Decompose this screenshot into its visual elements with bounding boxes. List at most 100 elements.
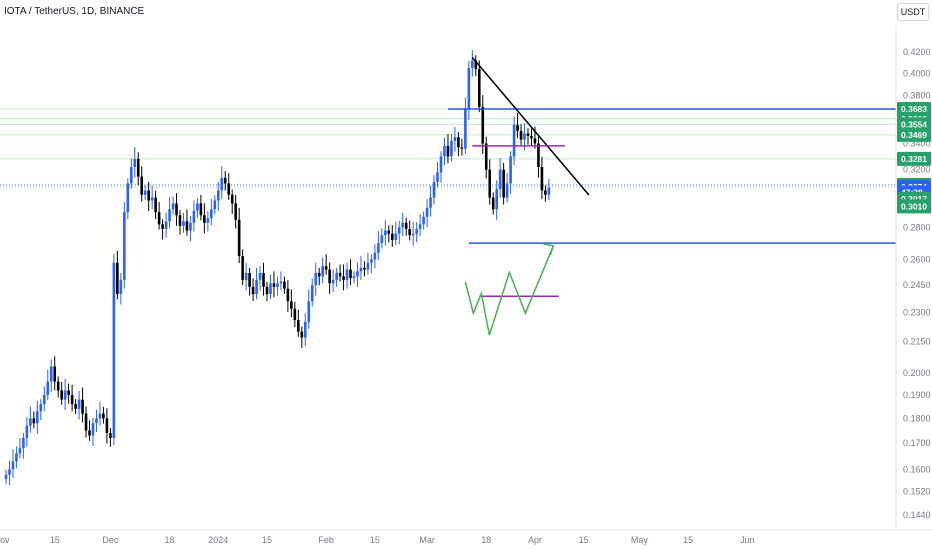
candle-body <box>370 259 373 263</box>
candle-body <box>279 281 283 284</box>
candle-body <box>56 381 60 391</box>
candle-body <box>484 143 488 170</box>
candle-body <box>185 221 189 231</box>
candle-body <box>498 169 502 190</box>
x-tick-label: Jun <box>740 535 755 545</box>
candle-body <box>474 60 478 69</box>
candle-body <box>109 433 112 439</box>
candle-body <box>230 194 234 204</box>
x-tick-label: Mar <box>419 535 435 545</box>
candle-body <box>36 411 39 424</box>
y-tick-label: 0.1900 <box>903 390 931 400</box>
candle-body <box>63 390 67 400</box>
candle-body <box>77 399 81 409</box>
candle-body <box>251 286 255 295</box>
candle-body <box>147 190 150 201</box>
candle-body <box>429 197 432 208</box>
x-tick-label: May <box>631 535 649 545</box>
y-tick-label: 0.2150 <box>903 337 931 347</box>
candle-body <box>112 262 116 439</box>
candle-body <box>276 283 279 287</box>
candle-body <box>25 425 29 439</box>
candle-body <box>516 124 519 131</box>
candle-body <box>136 159 140 177</box>
candle-body <box>95 418 98 424</box>
y-tick-label: 0.2000 <box>903 368 931 378</box>
candle-body <box>509 156 512 184</box>
price-badge-label: 0.3281 <box>901 154 927 164</box>
candle-body <box>453 137 457 141</box>
candle-body <box>422 216 425 225</box>
candle-body <box>29 418 32 426</box>
candle-body <box>397 227 401 234</box>
candle-body <box>356 271 359 277</box>
candle-body <box>411 233 415 236</box>
candle-body <box>168 209 171 222</box>
price-badge-label: 0.3469 <box>901 130 927 140</box>
currency-button[interactable]: USDT <box>897 3 929 21</box>
candle-body <box>450 140 453 157</box>
candle-body <box>199 203 203 216</box>
candle-body <box>363 267 366 270</box>
candle-body <box>290 301 293 309</box>
candle-body <box>432 182 436 198</box>
candle-body <box>373 252 377 260</box>
candle-body <box>272 283 276 287</box>
x-tick-label: Apr <box>528 535 542 545</box>
candle-body <box>502 169 505 198</box>
candle-body <box>481 106 485 144</box>
candle-body <box>46 381 50 396</box>
candle-body <box>189 222 192 231</box>
candle-body <box>394 233 398 240</box>
y-tick-label: 0.4200 <box>903 47 931 57</box>
candle-body <box>443 146 446 157</box>
candle-body <box>143 190 147 195</box>
candle-body <box>537 143 540 168</box>
chart-title: IOTA / TetherUS, 1D, BINANCE <box>4 6 145 17</box>
candle-body <box>22 438 25 449</box>
y-tick-label: 0.2300 <box>903 307 931 317</box>
candle-body <box>349 269 352 279</box>
candle-body <box>49 366 53 382</box>
candle-body <box>241 256 244 280</box>
candle-body <box>175 203 178 216</box>
candle-body <box>116 262 119 295</box>
candle-body <box>415 228 418 234</box>
candle-body <box>15 453 18 462</box>
candle-body <box>262 272 265 287</box>
candle-body <box>216 190 220 201</box>
candle-body <box>446 146 450 157</box>
y-tick-label: 0.1800 <box>903 413 931 423</box>
candle-body <box>338 272 342 277</box>
price-badge-label: 0.3554 <box>901 119 927 129</box>
candle-body <box>182 221 185 226</box>
y-tick-label: 0.1440 <box>903 510 931 520</box>
candle-body <box>519 130 523 140</box>
x-tick-label: 15 <box>683 535 693 545</box>
candle-body <box>213 200 217 210</box>
candle-body <box>102 413 105 419</box>
candle-body <box>70 395 74 405</box>
candle-body <box>227 183 231 195</box>
candle-body <box>206 218 210 223</box>
candle-body <box>203 215 206 223</box>
candle-body <box>192 210 196 223</box>
candle-body <box>488 169 492 198</box>
candle-body <box>495 189 498 210</box>
y-tick-label: 0.1600 <box>903 464 931 474</box>
x-tick-label: ov <box>0 535 10 545</box>
candle-body <box>244 272 248 280</box>
trendline <box>471 56 590 196</box>
candle-body <box>310 285 314 302</box>
candle-body <box>390 233 394 240</box>
candle-body <box>11 461 15 470</box>
candle-body <box>439 156 443 173</box>
candle-body <box>164 221 168 229</box>
candle-body <box>366 262 370 270</box>
candle-body <box>210 209 213 219</box>
candle-body <box>303 321 307 338</box>
candle-body <box>460 147 464 149</box>
candle-body <box>84 413 88 431</box>
candle-body <box>129 167 133 184</box>
